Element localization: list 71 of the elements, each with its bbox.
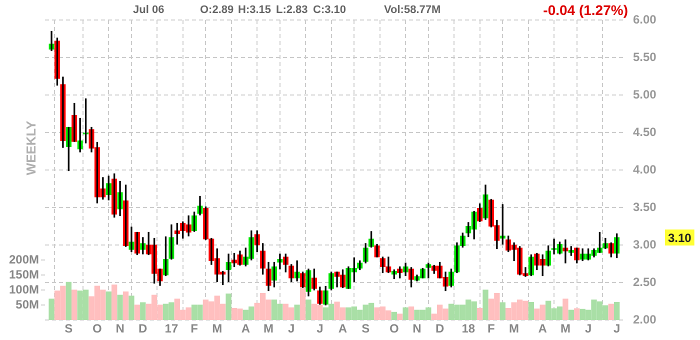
x-tick-label: S <box>64 322 73 336</box>
bar <box>397 314 403 320</box>
bar <box>614 302 620 320</box>
y-tick-label: 2.00 <box>633 312 657 326</box>
x-tick-label: O <box>389 322 399 336</box>
x-tick-label: F <box>488 322 495 336</box>
bar <box>72 290 78 320</box>
bar <box>574 308 580 320</box>
bar <box>48 298 54 320</box>
x-tick-label: A <box>241 322 250 336</box>
bar <box>500 302 506 320</box>
text: Vol:58.77M <box>384 4 441 16</box>
text: Jul 06 <box>133 4 164 16</box>
bar <box>568 310 574 320</box>
bar <box>117 294 123 320</box>
y2-tick-label: 200M <box>8 252 39 266</box>
x-tick-label: 18 <box>462 322 476 336</box>
text: L:2.83 <box>276 4 308 16</box>
bar <box>408 306 414 320</box>
y-tick-label: 2.50 <box>633 274 657 289</box>
bar <box>134 304 140 320</box>
x-tick-label: J <box>584 322 592 336</box>
bar <box>528 302 534 320</box>
y-tick-label: 3.50 <box>633 200 657 214</box>
y-tick-label: 6.00 <box>633 12 657 26</box>
bar <box>306 300 312 320</box>
x-tick-label: D <box>138 322 148 336</box>
x-tick-label: D <box>435 322 444 336</box>
x-tick-label: N <box>412 322 422 336</box>
y-tick-label: 3.00 <box>633 237 657 252</box>
y-tick-label: 5.50 <box>633 50 657 64</box>
y-tick-label: 5.00 <box>633 87 657 102</box>
bar <box>294 304 300 320</box>
x-tick-label: M <box>509 322 520 336</box>
y2-tick-label: 100M <box>8 282 39 296</box>
x-tick-label: A <box>338 322 348 336</box>
x-tick-label: F <box>190 322 198 336</box>
x-tick-label: M <box>264 322 274 336</box>
x-tick-label: A <box>538 322 548 336</box>
bar <box>226 294 232 320</box>
y-tick-label: 4.50 <box>633 124 657 139</box>
bar <box>482 290 488 320</box>
y2-tick-label: 50M <box>16 297 40 312</box>
text: 3.10 <box>668 230 692 245</box>
text: C:3.10 <box>313 4 346 16</box>
bar <box>112 284 118 320</box>
bar <box>66 282 72 320</box>
bar <box>608 304 614 320</box>
y-tick-label: 4.00 <box>633 162 657 176</box>
bar <box>391 312 397 320</box>
x-tick-label: S <box>362 322 370 336</box>
bar <box>140 302 146 320</box>
text: WEEKLY <box>24 120 39 176</box>
x-tick-label: O <box>92 322 102 336</box>
bar <box>106 291 112 320</box>
x-tick-label: J <box>614 322 620 336</box>
text: H:3.15 <box>238 4 272 16</box>
x-tick-label: J <box>288 322 295 336</box>
x-tick-label: M <box>212 322 222 336</box>
bar <box>476 308 483 320</box>
x-tick-label: M <box>560 322 570 336</box>
bar <box>402 307 408 320</box>
bar <box>562 298 568 320</box>
x-tick-label: J <box>316 322 324 336</box>
bar <box>122 291 129 320</box>
x-tick-label: N <box>116 322 124 336</box>
bar <box>128 296 134 320</box>
text: O:2.89 <box>200 4 234 16</box>
y2-tick-label: 150M <box>8 267 39 282</box>
text: -0.04 (1.27%) <box>543 2 628 18</box>
x-tick-label: 17 <box>164 322 178 336</box>
